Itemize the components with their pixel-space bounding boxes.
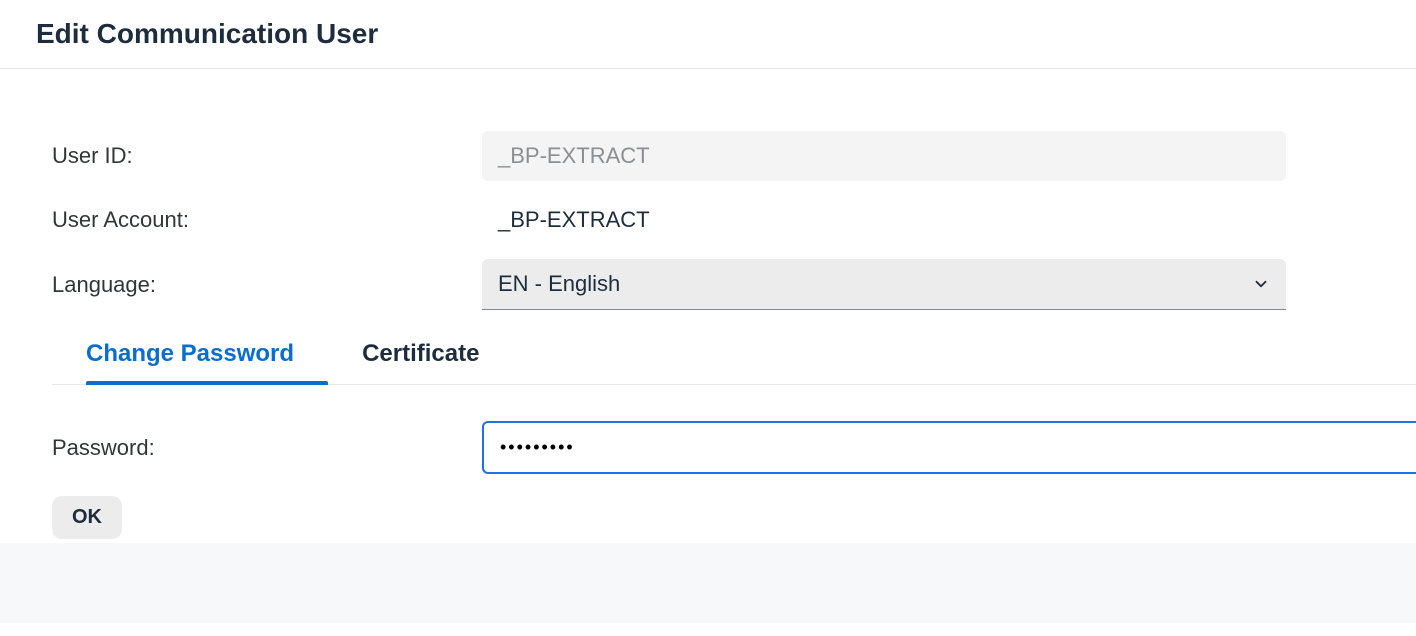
user-id-label: User ID: xyxy=(52,143,482,169)
header-divider xyxy=(0,68,1416,69)
language-label: Language: xyxy=(52,272,482,298)
tab-body-change-password: Password: OK xyxy=(20,385,1416,539)
password-row: Password: xyxy=(52,421,1416,474)
password-label: Password: xyxy=(52,435,482,461)
language-selected-value: EN - English xyxy=(498,271,620,297)
ok-button[interactable]: OK xyxy=(52,496,122,539)
password-input[interactable] xyxy=(482,421,1416,474)
footer-space xyxy=(0,543,1416,623)
user-account-field-wrap: _BP-EXTRACT xyxy=(482,207,1416,233)
page-title: Edit Communication User xyxy=(0,0,1416,68)
user-id-row: User ID: _BP-EXTRACT xyxy=(20,131,1416,181)
form-panel: User ID: _BP-EXTRACT User Account: _BP-E… xyxy=(20,99,1416,539)
language-field-wrap: EN - English xyxy=(482,259,1416,310)
language-select-wrap: EN - English xyxy=(482,259,1286,310)
tab-change-password[interactable]: Change Password xyxy=(52,340,328,384)
user-account-value: _BP-EXTRACT xyxy=(482,207,1286,233)
tab-certificate[interactable]: Certificate xyxy=(328,340,513,384)
user-account-label: User Account: xyxy=(52,207,482,233)
user-id-field-wrap: _BP-EXTRACT xyxy=(482,131,1416,181)
chevron-down-icon xyxy=(1252,275,1270,293)
language-row: Language: EN - English xyxy=(20,259,1416,310)
tabs: Change Password Certificate xyxy=(52,340,1416,385)
user-account-row: User Account: _BP-EXTRACT xyxy=(20,207,1416,233)
language-select[interactable]: EN - English xyxy=(482,259,1286,310)
user-id-value: _BP-EXTRACT xyxy=(482,131,1286,181)
